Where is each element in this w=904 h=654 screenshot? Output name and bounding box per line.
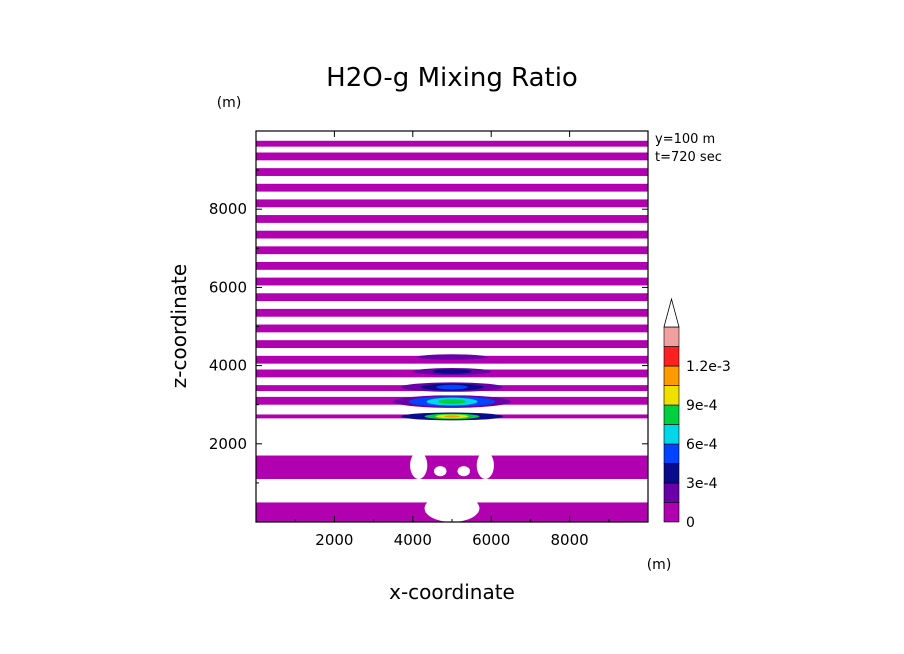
contour-band-10	[256, 261, 648, 270]
contour-band-5	[256, 340, 648, 349]
colorbar-segment-5	[663, 404, 680, 425]
contour-gap-5	[424, 494, 480, 522]
contour-band-18	[256, 140, 648, 147]
contour-band-16	[256, 168, 648, 176]
plot-area: 2000 4000 6000 8000 2000 4000 6000 8000	[209, 130, 649, 549]
colorbar: 0 3e-4 6e-4 9e-4 1.2e-3	[663, 297, 731, 531]
x-axis-label: x-coordinate	[389, 580, 515, 604]
tick-layer: 2000 4000 6000 8000 2000 4000 6000 8000	[209, 131, 648, 549]
colorbar-segment-1	[663, 482, 680, 503]
colorbar-segment-7	[663, 365, 680, 386]
hole-layer	[390, 451, 514, 522]
y-axis-label: z-coordinate	[167, 264, 191, 388]
colorbar-segment-0	[663, 502, 680, 523]
chart-title: H2O-g Mixing Ratio	[326, 63, 578, 93]
contour-plume-10	[436, 384, 468, 390]
colorbar-overflow-arrow	[663, 297, 680, 328]
x-tick-label-2000: 2000	[315, 531, 353, 549]
colorbar-segment-6	[663, 385, 680, 406]
contour-band-19	[256, 455, 648, 479]
colorbar-label-1: 3e-4	[686, 476, 718, 492]
contour-band-8	[256, 293, 648, 302]
annotation-time: t=720 sec	[655, 150, 722, 165]
colorbar-label-2: 6e-4	[686, 437, 718, 453]
y-tick-label-2000: 2000	[209, 435, 247, 453]
colorbar-label-0: 0	[686, 515, 695, 531]
contour-band-4	[256, 355, 648, 364]
contour-band-14	[256, 199, 648, 208]
contour-band-15	[256, 183, 648, 192]
annotation-y-slice: y=100 m	[655, 132, 715, 147]
contour-gap-6	[390, 487, 408, 502]
contour-gap-4	[430, 483, 474, 498]
contour-plume-3	[444, 415, 460, 418]
contour-band-17	[256, 152, 648, 161]
contour-gap-0	[410, 451, 428, 479]
y-tick-label-8000: 8000	[209, 200, 247, 218]
colorbar-label-3: 9e-4	[686, 398, 718, 414]
contour-gap-1	[476, 451, 494, 479]
contour-band-7	[256, 308, 648, 317]
y-tick-label-4000: 4000	[209, 357, 247, 375]
colorbar-segment-9	[663, 326, 680, 347]
y-tick-label-6000: 6000	[209, 278, 247, 296]
colorbar-segment-8	[663, 346, 680, 367]
contour-band-11	[256, 246, 648, 255]
contour-plume-12	[432, 369, 472, 374]
colorbar-segment-2	[663, 463, 680, 484]
contour-band-6	[256, 324, 648, 333]
x-tick-label-4000: 4000	[394, 531, 432, 549]
contour-band-12	[256, 230, 648, 239]
x-tick-label-6000: 6000	[472, 531, 510, 549]
x-tick-label-8000: 8000	[551, 531, 589, 549]
contour-gap-2	[433, 466, 447, 477]
y-axis-unit: (m)	[217, 95, 242, 111]
colorbar-label-4: 1.2e-3	[686, 359, 731, 375]
plume-layer	[393, 354, 511, 421]
contour-plume-13	[416, 354, 488, 360]
x-axis-unit: (m)	[647, 557, 672, 573]
contour-gap-3	[457, 466, 471, 477]
contour-gap-7	[496, 487, 514, 502]
contour-band-9	[256, 277, 648, 286]
contour-band-13	[256, 215, 648, 223]
colorbar-segment-4	[663, 424, 680, 445]
colorbar-segment-3	[663, 443, 680, 464]
contour-plume-7	[438, 399, 466, 404]
